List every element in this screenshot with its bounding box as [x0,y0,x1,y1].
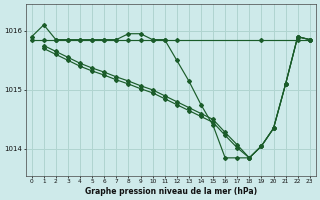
X-axis label: Graphe pression niveau de la mer (hPa): Graphe pression niveau de la mer (hPa) [85,187,257,196]
